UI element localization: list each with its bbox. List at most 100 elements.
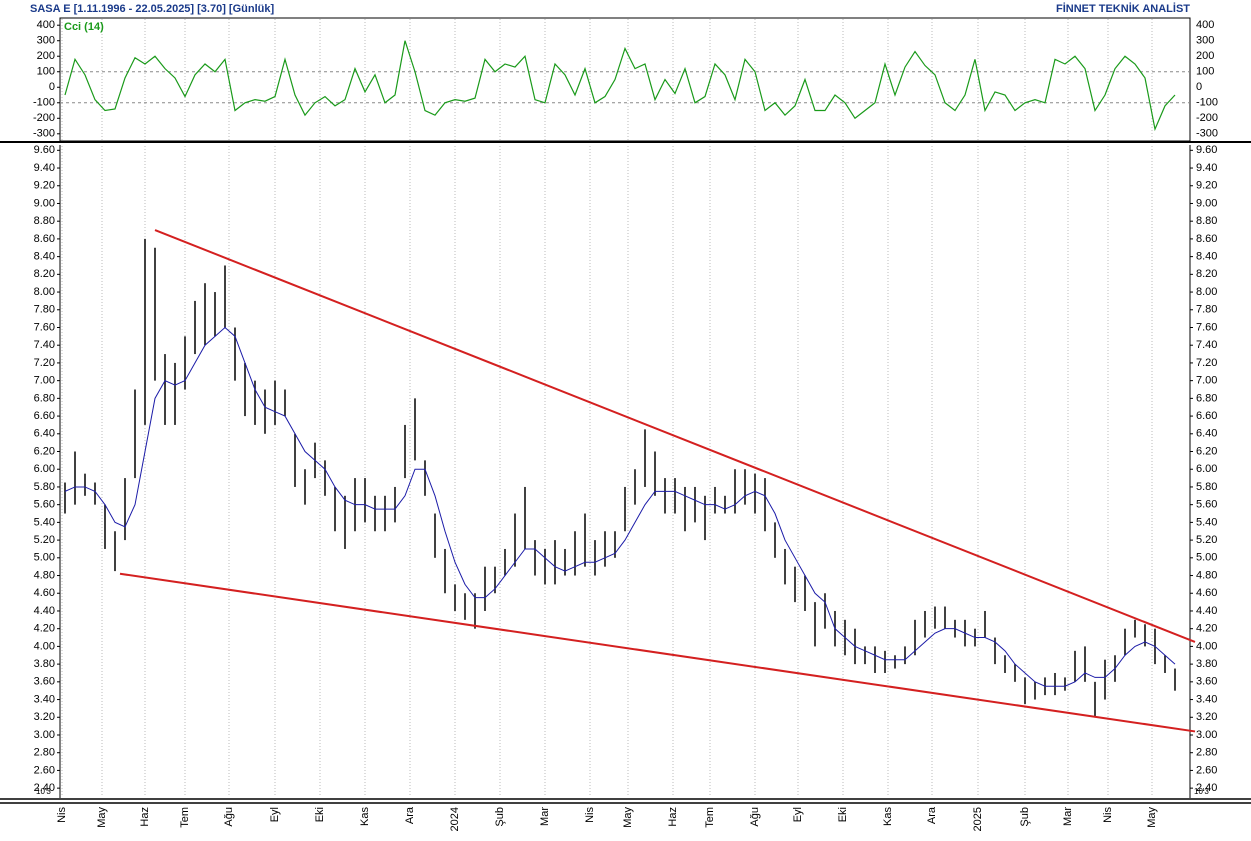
- x-tick-label: Kas: [359, 807, 371, 826]
- y-tick-label: 3.60: [1196, 676, 1217, 688]
- y-tick-label: 6.20: [1196, 445, 1217, 457]
- y-tick-label: 300: [37, 35, 55, 47]
- y-tick-label: 4.60: [34, 587, 55, 599]
- y-tick-label: 8.20: [34, 268, 55, 280]
- y-tick-label: -100: [33, 97, 55, 109]
- y-tick-label: 8.80: [34, 215, 55, 227]
- y-tick-label: 7.60: [1196, 321, 1217, 333]
- y-tick-label: 5.40: [1196, 516, 1217, 528]
- x-tick-label: Mar: [1062, 807, 1074, 826]
- y-tick-label: 7.60: [34, 321, 55, 333]
- scale-label: 10'3: [36, 787, 51, 796]
- y-tick-label: 8.20: [1196, 268, 1217, 280]
- y-tick-label: 9.40: [34, 162, 55, 174]
- y-tick-label: 2.60: [1196, 764, 1217, 776]
- y-tick-label: 5.60: [34, 499, 55, 511]
- y-tick-label: 7.80: [34, 304, 55, 316]
- y-tick-label: 5.00: [34, 552, 55, 564]
- x-tick-label: Şub: [494, 807, 506, 827]
- x-tick-label: May: [96, 807, 108, 828]
- x-tick-label: Eyl: [792, 807, 804, 822]
- y-tick-label: 2.40: [34, 782, 55, 794]
- x-tick-label: Tem: [704, 807, 716, 828]
- y-tick-label: -300: [33, 128, 55, 140]
- y-tick-label: 2.40: [1196, 782, 1217, 794]
- y-tick-label: 5.20: [1196, 534, 1217, 546]
- y-tick-label: 5.00: [1196, 552, 1217, 564]
- y-tick-label: 100: [1196, 66, 1214, 78]
- x-tick-label: 2025: [972, 807, 984, 831]
- y-tick-label: 3.40: [34, 693, 55, 705]
- y-tick-label: 8.60: [1196, 233, 1217, 245]
- y-tick-label: 0: [1196, 81, 1202, 93]
- y-tick-label: -100: [1196, 97, 1218, 109]
- y-tick-label: 6.20: [34, 445, 55, 457]
- y-tick-label: 6.80: [1196, 392, 1217, 404]
- trend-line: [154, 229, 1196, 643]
- x-tick-label: Nis: [1102, 807, 1114, 823]
- y-tick-label: 200: [1196, 50, 1214, 62]
- y-tick-label: 7.00: [1196, 375, 1217, 387]
- y-tick-label: 4.20: [1196, 623, 1217, 635]
- x-tick-label: Nis: [584, 807, 596, 823]
- y-tick-label: 4.20: [34, 623, 55, 635]
- x-tick-label: Tem: [179, 807, 191, 828]
- y-tick-label: 3.80: [34, 658, 55, 670]
- x-tick-label: Eyl: [269, 807, 281, 822]
- y-tick-label: 8.00: [1196, 286, 1217, 298]
- y-tick-label: 7.40: [1196, 339, 1217, 351]
- x-tick-label: Kas: [882, 807, 894, 826]
- y-tick-label: 2.80: [1196, 747, 1217, 759]
- y-tick-label: 7.40: [34, 339, 55, 351]
- y-tick-label: 8.40: [1196, 251, 1217, 263]
- y-tick-label: 9.60: [34, 144, 55, 156]
- x-tick-label: May: [1146, 807, 1158, 828]
- brand: FİNNET TEKNİK ANALİST: [1056, 2, 1190, 15]
- y-tick-label: 8.40: [34, 251, 55, 263]
- y-tick-label: 5.80: [34, 481, 55, 493]
- y-tick-label: -200: [33, 112, 55, 124]
- y-tick-label: 6.00: [1196, 463, 1217, 475]
- y-tick-label: 6.60: [34, 410, 55, 422]
- y-tick-label: 9.20: [1196, 180, 1217, 192]
- y-tick-label: 5.80: [1196, 481, 1217, 493]
- x-tick-label: Şub: [1019, 807, 1031, 827]
- y-tick-label: 9.40: [1196, 162, 1217, 174]
- x-tick-label: Nis: [56, 807, 68, 823]
- x-tick-label: Haz: [139, 807, 151, 827]
- y-tick-label: 4.40: [34, 605, 55, 617]
- y-tick-label: 3.80: [1196, 658, 1217, 670]
- y-tick-label: 400: [1196, 19, 1214, 31]
- y-tick-label: 300: [1196, 35, 1214, 47]
- y-tick-label: 8.00: [34, 286, 55, 298]
- x-tick-label: Ağu: [223, 807, 235, 827]
- y-tick-label: 3.00: [1196, 729, 1217, 741]
- y-tick-label: 6.60: [1196, 410, 1217, 422]
- y-tick-label: 9.20: [34, 180, 55, 192]
- y-tick-label: 0: [49, 81, 55, 93]
- y-tick-label: 4.40: [1196, 605, 1217, 617]
- y-tick-label: 2.60: [34, 764, 55, 776]
- trend-line: [119, 572, 1196, 733]
- x-tick-label: Ağu: [749, 807, 761, 827]
- y-tick-label: 3.00: [34, 729, 55, 741]
- chart-header: SASA E [1.11.1996 - 22.05.2025] [3.70] […: [30, 3, 274, 15]
- indicator-label: Cci (14): [64, 21, 104, 33]
- y-tick-label: 9.00: [1196, 197, 1217, 209]
- y-tick-label: 4.80: [34, 569, 55, 581]
- y-tick-label: -200: [1196, 112, 1218, 124]
- y-tick-label: 7.80: [1196, 304, 1217, 316]
- y-tick-label: 4.00: [1196, 640, 1217, 652]
- y-tick-label: 2.80: [34, 747, 55, 759]
- y-tick-label: -300: [1196, 128, 1218, 140]
- y-tick-label: 5.60: [1196, 499, 1217, 511]
- x-tick-label: 2024: [449, 807, 461, 831]
- y-tick-label: 100: [37, 66, 55, 78]
- moving-average: [64, 326, 1176, 687]
- y-tick-label: 4.00: [34, 640, 55, 652]
- y-tick-label: 6.40: [34, 428, 55, 440]
- y-tick-label: 7.20: [1196, 357, 1217, 369]
- y-tick-label: 3.20: [34, 711, 55, 723]
- y-tick-label: 3.20: [1196, 711, 1217, 723]
